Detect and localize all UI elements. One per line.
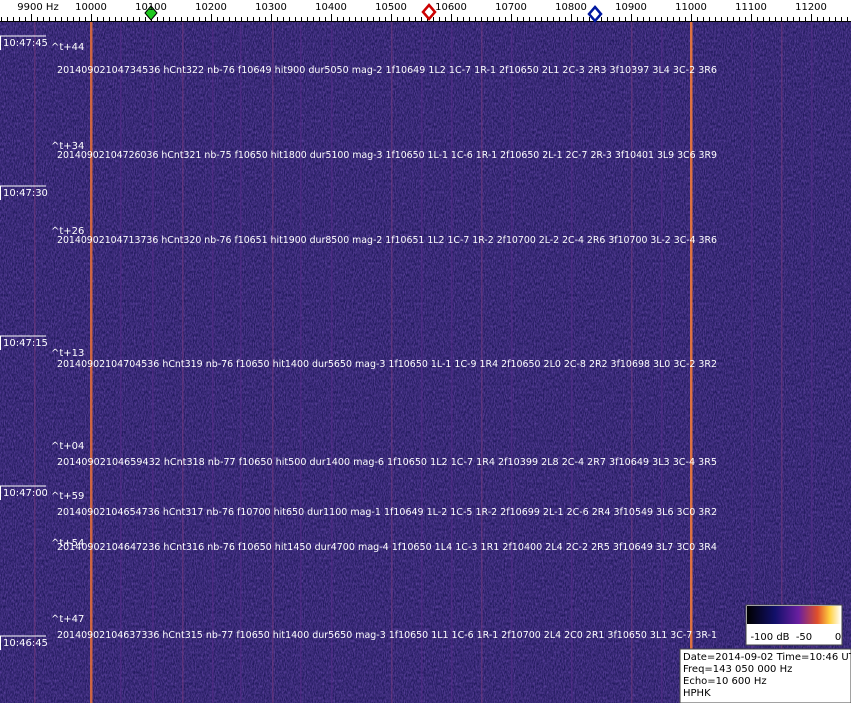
marker-red <box>421 3 437 21</box>
faint-line <box>421 22 423 703</box>
faint-line <box>751 22 753 703</box>
faint-line <box>451 22 453 703</box>
colorbar: -100 dB -50 0 <box>745 604 843 646</box>
faint-line <box>120 22 122 703</box>
faint-line <box>152 22 154 703</box>
event-text: 20140902104637336 hCnt315 nb-77 f10650 h… <box>57 630 717 641</box>
freq-label: 11000 <box>675 2 707 13</box>
freq-label: 10200 <box>195 2 227 13</box>
event-text: 20140902104734536 hCnt322 nb-76 f10649 h… <box>57 65 717 76</box>
freq-label: 10500 <box>375 2 407 13</box>
event-text: 20140902104713736 hCnt320 nb-76 f10651 h… <box>57 235 717 246</box>
faint-line <box>391 22 393 703</box>
freq-label: 11200 <box>795 2 827 13</box>
faint-line <box>781 22 783 703</box>
faint-line <box>481 22 483 703</box>
time-label: 10:47:00 <box>3 488 48 499</box>
info-line: Echo=10 600 Hz <box>683 676 767 687</box>
info-line: Freq=143 050 000 Hz <box>683 664 792 675</box>
colorbar-label: -100 dB <box>750 632 789 643</box>
event-marker: ^t+54 <box>51 538 84 549</box>
colorbar-label: 0 <box>835 632 841 643</box>
carrier-line <box>690 22 693 703</box>
faint-line <box>571 22 573 703</box>
freq-label: 10400 <box>315 2 347 13</box>
time-label: 10:46:45 <box>3 638 48 649</box>
faint-line <box>34 22 36 703</box>
faint-line <box>212 22 214 703</box>
freq-label: 9900 Hz <box>17 2 58 13</box>
freq-label: 10900 <box>615 2 647 13</box>
event-text: 20140902104654736 hCnt317 nb-76 f10700 h… <box>57 507 717 518</box>
freq-label: 10300 <box>255 2 287 13</box>
event-text: 20140902104726036 hCnt321 nb-75 f10650 h… <box>57 150 717 161</box>
faint-line <box>182 22 184 703</box>
event-marker: ^t+47 <box>51 614 84 625</box>
info-line: HPHK <box>683 688 711 699</box>
colorbar-gradient <box>747 606 841 624</box>
freq-label: 11100 <box>735 2 767 13</box>
time-label: 10:47:15 <box>3 338 48 349</box>
carrier-line <box>90 22 93 703</box>
event-marker: ^t+04 <box>51 441 84 452</box>
faint-line <box>300 22 302 703</box>
freq-label: 10800 <box>555 2 587 13</box>
marker-blue <box>587 5 603 23</box>
event-marker: ^t+59 <box>51 491 84 502</box>
marker-green <box>144 5 158 21</box>
time-label: 10:47:45 <box>3 38 48 49</box>
faint-line <box>511 22 513 703</box>
faint-line <box>272 22 274 703</box>
freq-label: 10600 <box>435 2 467 13</box>
freq-label: 10100 <box>135 2 167 13</box>
event-marker: ^t+34 <box>51 141 84 152</box>
event-marker: ^t+26 <box>51 226 84 237</box>
spectrogram-noise <box>0 22 851 703</box>
faint-line <box>661 22 663 703</box>
faint-lines <box>34 22 813 703</box>
freq-label: 10700 <box>495 2 527 13</box>
freq-ticks <box>1 14 848 22</box>
event-marker: ^t+44 <box>51 42 84 53</box>
info-line: Date=2014-09-02 Time=10:46 UTC <box>683 652 851 663</box>
faint-line <box>331 22 333 703</box>
event-text: 20140902104647236 hCnt316 nb-76 f10650 h… <box>57 542 717 553</box>
faint-line <box>811 22 813 703</box>
event-marker: ^t+13 <box>51 348 84 359</box>
faint-line <box>240 22 242 703</box>
faint-line <box>631 22 633 703</box>
event-text: 20140902104704536 hCnt319 nb-76 f10650 h… <box>57 359 717 370</box>
freq-label: 10000 <box>75 2 107 13</box>
event-text: 20140902104659432 hCnt318 nb-77 f10650 h… <box>57 457 717 468</box>
colorbar-label: -50 <box>796 632 812 643</box>
time-label: 10:47:30 <box>3 188 48 199</box>
